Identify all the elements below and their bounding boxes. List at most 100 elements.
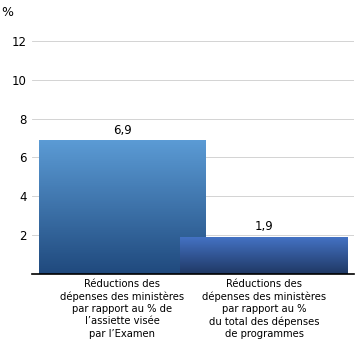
Bar: [39, 228, 206, 229]
Bar: [39, 244, 206, 245]
Bar: [39, 238, 206, 239]
Bar: [39, 164, 206, 165]
Bar: [39, 257, 206, 258]
Bar: [39, 182, 206, 183]
Bar: [39, 188, 206, 189]
Bar: [39, 225, 206, 226]
Bar: [39, 252, 206, 253]
Bar: [39, 230, 206, 231]
Bar: [39, 209, 206, 210]
Bar: [39, 192, 206, 193]
Bar: [39, 273, 206, 274]
Bar: [39, 173, 206, 174]
Bar: [39, 143, 206, 144]
Bar: [39, 176, 206, 177]
Bar: [39, 202, 206, 203]
Bar: [39, 178, 206, 179]
Bar: [39, 234, 206, 235]
Bar: [39, 214, 206, 215]
Bar: [39, 141, 206, 142]
Bar: [39, 185, 206, 186]
Bar: [39, 261, 206, 262]
Bar: [39, 198, 206, 199]
Bar: [39, 251, 206, 252]
Bar: [39, 245, 206, 246]
Bar: [39, 221, 206, 222]
Text: 1,9: 1,9: [255, 220, 274, 234]
Bar: [39, 266, 206, 267]
Bar: [39, 140, 206, 141]
Bar: [39, 215, 206, 216]
Bar: [39, 262, 206, 263]
Bar: [39, 191, 206, 192]
Bar: [39, 233, 206, 234]
Bar: [39, 217, 206, 218]
Bar: [39, 200, 206, 201]
Bar: [39, 259, 206, 260]
Bar: [39, 226, 206, 227]
Bar: [39, 239, 206, 240]
Bar: [39, 201, 206, 202]
Bar: [39, 179, 206, 180]
Bar: [39, 159, 206, 160]
Bar: [39, 271, 206, 272]
Bar: [39, 186, 206, 187]
Bar: [39, 145, 206, 146]
Text: %: %: [1, 7, 13, 19]
Bar: [39, 269, 206, 270]
Bar: [39, 220, 206, 221]
Bar: [39, 157, 206, 158]
Bar: [39, 236, 206, 237]
Bar: [39, 146, 206, 147]
Bar: [39, 167, 206, 168]
Bar: [39, 206, 206, 207]
Bar: [39, 203, 206, 204]
Bar: [39, 258, 206, 259]
Bar: [39, 264, 206, 265]
Bar: [39, 162, 206, 163]
Bar: [39, 240, 206, 241]
Bar: [39, 196, 206, 197]
Bar: [39, 152, 206, 153]
Bar: [39, 165, 206, 166]
Bar: [39, 216, 206, 217]
Bar: [39, 171, 206, 172]
Text: 6,9: 6,9: [113, 124, 132, 137]
Bar: [39, 156, 206, 157]
Bar: [39, 208, 206, 209]
Bar: [39, 212, 206, 213]
Bar: [39, 255, 206, 256]
Bar: [39, 181, 206, 182]
Bar: [39, 249, 206, 250]
Bar: [39, 227, 206, 228]
Bar: [39, 268, 206, 269]
Bar: [39, 213, 206, 214]
Bar: [39, 148, 206, 149]
Bar: [39, 180, 206, 181]
Bar: [39, 235, 206, 236]
Bar: [39, 247, 206, 248]
Bar: [39, 270, 206, 271]
Bar: [39, 172, 206, 173]
Bar: [39, 174, 206, 175]
Bar: [39, 154, 206, 155]
Bar: [39, 207, 206, 208]
Bar: [39, 224, 206, 225]
Bar: [39, 187, 206, 188]
Bar: [39, 189, 206, 190]
Bar: [39, 243, 206, 244]
Bar: [39, 149, 206, 150]
Bar: [39, 151, 206, 152]
Bar: [39, 263, 206, 264]
Bar: [39, 254, 206, 255]
Bar: [39, 218, 206, 219]
Bar: [39, 142, 206, 143]
Bar: [39, 205, 206, 206]
Bar: [39, 272, 206, 273]
Bar: [39, 160, 206, 161]
Bar: [39, 199, 206, 200]
Bar: [39, 158, 206, 159]
Bar: [39, 248, 206, 249]
Bar: [39, 168, 206, 169]
Bar: [39, 194, 206, 195]
